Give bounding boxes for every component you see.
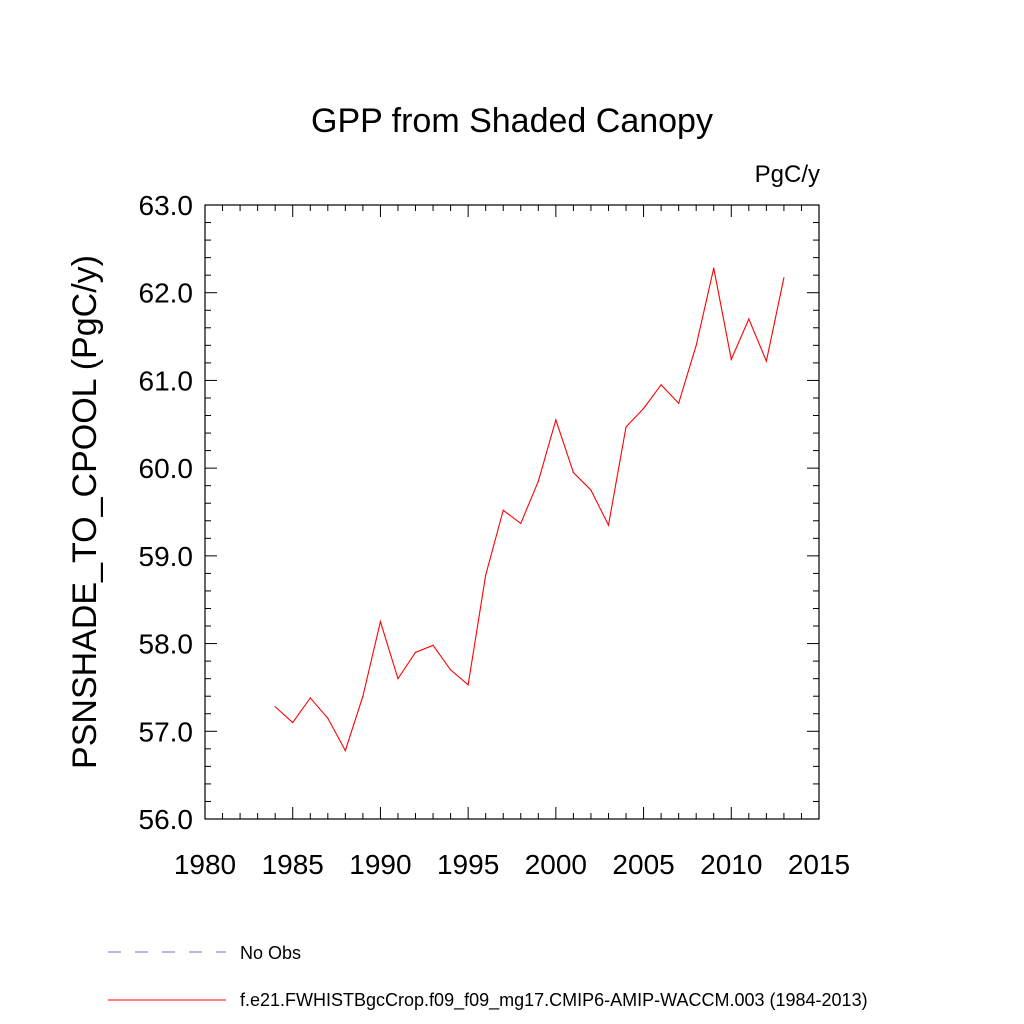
y-tick-label: 63.0 — [139, 190, 194, 221]
series-line — [274, 268, 785, 752]
y-tick-label: 59.0 — [139, 541, 194, 572]
data-point — [379, 621, 382, 623]
series-layer — [274, 267, 785, 752]
x-tick-label: 2000 — [525, 849, 587, 880]
data-point — [537, 480, 539, 482]
legend: No Obs f.e21.FWHISTBgcCrop.f09_f09_mg17.… — [108, 943, 868, 1011]
plot-frame — [204, 204, 820, 820]
legend-label-model: f.e21.FWHISTBgcCrop.f09_f09_mg17.CMIP6-A… — [240, 990, 868, 1011]
y-tick-label: 60.0 — [139, 453, 194, 484]
data-point — [274, 706, 276, 708]
data-point — [432, 644, 434, 646]
data-point — [590, 489, 592, 491]
data-point — [414, 651, 417, 653]
data-point — [730, 358, 732, 360]
data-point — [309, 697, 311, 699]
y-tick-label: 61.0 — [139, 365, 194, 396]
y-axis-label: PSNSHADE_TO_CPOOL (PgC/y) — [66, 255, 104, 769]
data-point — [502, 509, 504, 511]
data-point — [397, 678, 399, 680]
data-point — [327, 717, 329, 719]
data-point — [713, 267, 715, 269]
y-tick-label: 62.0 — [139, 278, 194, 309]
data-point — [607, 524, 610, 526]
data-point — [520, 522, 522, 525]
data-point — [678, 402, 680, 404]
legend-label-no-obs: No Obs — [240, 943, 301, 963]
data-point — [555, 419, 557, 421]
data-point — [748, 318, 750, 320]
y-tick-label: 58.0 — [139, 629, 194, 660]
data-point — [765, 360, 767, 362]
x-tick-label: 1995 — [437, 849, 499, 880]
axis-ticks — [204, 204, 820, 820]
units-label: PgC/y — [755, 161, 820, 188]
data-point — [660, 384, 662, 386]
x-tick-label: 2005 — [612, 849, 674, 880]
x-tick-labels: 1980 1985 1990 1995 2000 2005 2010 2015 — [174, 849, 850, 880]
data-point — [362, 695, 364, 697]
data-point — [695, 344, 697, 346]
data-point — [344, 749, 346, 752]
x-tick-label: 2015 — [788, 849, 850, 880]
data-point — [292, 721, 294, 724]
x-tick-label: 1980 — [174, 849, 236, 880]
data-point — [642, 407, 645, 410]
chart-title: GPP from Shaded Canopy — [311, 102, 713, 140]
x-tick-label: 1985 — [262, 849, 324, 880]
data-point — [625, 426, 627, 428]
data-point — [783, 277, 785, 279]
x-tick-label: 1990 — [349, 849, 411, 880]
y-tick-label: 56.0 — [139, 804, 194, 835]
y-tick-label: 57.0 — [139, 716, 194, 747]
data-point — [572, 471, 575, 474]
data-point — [467, 684, 469, 686]
y-tick-labels: 56.0 57.0 58.0 59.0 60.0 61.0 62.0 63.0 — [139, 190, 194, 835]
data-point — [485, 574, 487, 576]
x-tick-label: 2010 — [700, 849, 762, 880]
data-point — [450, 669, 452, 671]
